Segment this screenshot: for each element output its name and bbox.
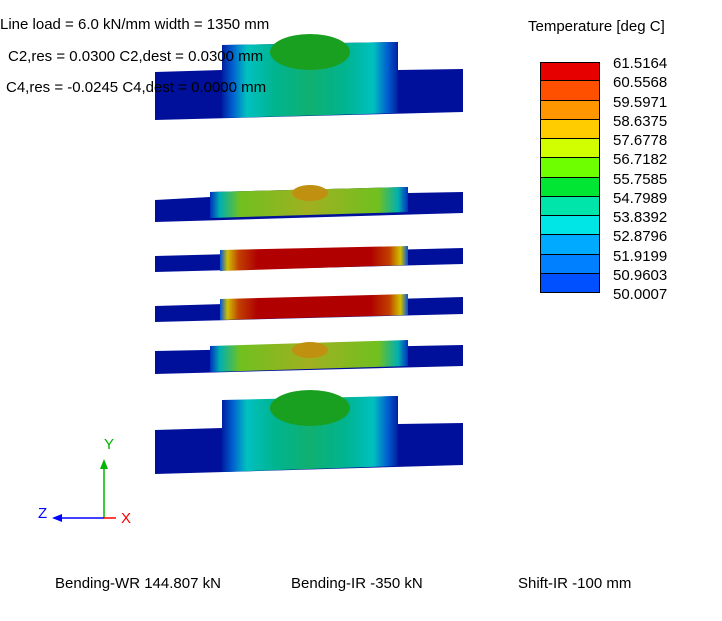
x-axis-label: X xyxy=(121,510,131,527)
legend-swatch xyxy=(540,273,600,293)
legend-value: 60.5568 xyxy=(613,74,668,92)
work-roll-lower xyxy=(155,294,463,322)
work-roll-upper xyxy=(155,246,463,272)
bending-wr-label: Bending-WR 144.807 kN xyxy=(55,575,221,592)
legend-value: 58.6375 xyxy=(613,112,668,130)
legend-value: 50.0007 xyxy=(613,286,668,303)
z-axis-label: Z xyxy=(38,505,47,522)
intermediate-roll-upper xyxy=(155,185,463,222)
legend-swatch xyxy=(540,158,600,178)
bending-ir-label: Bending-IR -350 kN xyxy=(291,575,423,592)
legend-color-bar xyxy=(540,62,600,293)
legend-title: Temperature [deg C] xyxy=(528,18,665,35)
y-axis-label: Y xyxy=(104,436,114,453)
intermediate-roll-lower xyxy=(155,340,463,374)
legend-value: 59.5971 xyxy=(613,93,668,111)
c4-text: C4,res = -0.0245 C4,dest = 0.0000 mm xyxy=(6,79,267,96)
legend-swatch xyxy=(540,100,600,120)
legend-value: 52.8796 xyxy=(613,228,668,246)
legend-value: 50.9603 xyxy=(613,266,668,284)
legend-value: 55.7585 xyxy=(613,170,668,188)
c2-text: C2,res = 0.0300 C2,dest = 0.0300 mm xyxy=(8,48,264,65)
shift-ir-label: Shift-IR -100 mm xyxy=(518,575,632,592)
legend-swatch xyxy=(540,177,600,197)
legend-swatch xyxy=(540,139,600,159)
legend-swatch xyxy=(540,119,600,139)
legend-value: 57.6778 xyxy=(613,132,668,149)
line-load-text: Line load = 6.0 kN/mm width = 1350 mm xyxy=(0,16,270,33)
legend-swatch xyxy=(540,216,600,236)
backup-roll-bottom xyxy=(155,390,463,474)
legend-value: 54.7989 xyxy=(613,189,668,207)
legend-labels: 61.5164 60.5568 59.5971 58.6375 57.6778 56.71… xyxy=(613,54,667,304)
backup-roll-top xyxy=(155,34,463,120)
legend-swatch xyxy=(540,196,600,216)
legend-swatch xyxy=(540,254,600,274)
legend-swatch xyxy=(540,235,600,255)
legend-value: 61.5164 xyxy=(613,55,668,72)
axis-triad: Y Z X xyxy=(38,436,131,527)
legend-swatch xyxy=(540,81,600,101)
legend-swatch xyxy=(540,62,600,82)
legend-value: 53.8392 xyxy=(613,209,668,226)
legend-value: 51.9199 xyxy=(613,247,668,265)
legend-value: 56.7182 xyxy=(613,151,668,169)
